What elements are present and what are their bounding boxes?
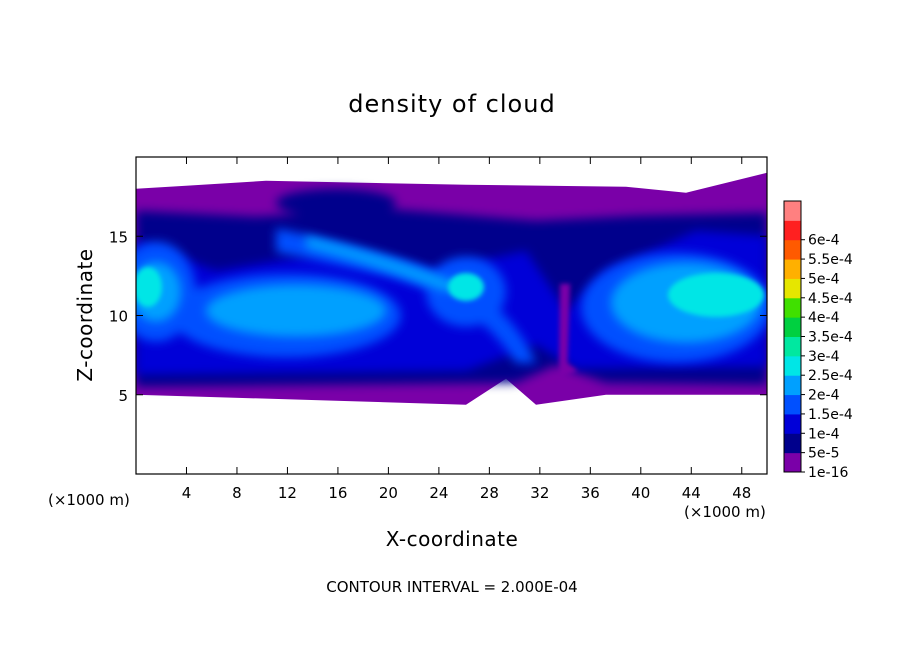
colorbar-swatch — [784, 278, 801, 299]
x-tick-label: 4 — [182, 484, 192, 502]
colorbar-label: 4.5e-4 — [808, 291, 853, 307]
x-tick-label: 32 — [530, 484, 549, 502]
right-core — [668, 272, 764, 317]
x-tick-label: 24 — [429, 484, 448, 502]
colorbar-label: 3.5e-4 — [808, 330, 853, 346]
density-field — [136, 172, 767, 405]
colorbar-label: 5e-4 — [808, 271, 840, 287]
colorbar-label: 2e-4 — [808, 388, 840, 404]
colorbar-swatch — [784, 413, 801, 434]
colorbar-swatch — [784, 220, 801, 241]
x-origin-unit-label: (×1000 m) — [48, 491, 130, 509]
streak-mid — [276, 228, 536, 364]
x-tick-label: 48 — [732, 484, 751, 502]
left-edge-core — [136, 266, 162, 307]
cyan-cores — [136, 266, 764, 317]
colorbar-swatch — [784, 375, 801, 396]
navy-top-blob — [276, 188, 396, 217]
colorbar-swatch — [784, 355, 801, 376]
x-tick-label: 16 — [328, 484, 347, 502]
x-axis-title: X-coordinate — [386, 527, 519, 551]
y-axis: 5 10 15 — [109, 228, 767, 405]
colorbar-label: 1e-16 — [808, 465, 848, 481]
x-tick-label: 12 — [278, 484, 297, 502]
colorbar-label: 2.5e-4 — [808, 368, 853, 384]
colorbar-label: 1e-4 — [808, 426, 840, 442]
colorbar-swatch — [784, 297, 801, 318]
colorbar-label: 5e-5 — [808, 446, 839, 462]
x-tick-label: 8 — [232, 484, 242, 502]
colorbar-swatch — [784, 259, 801, 279]
x-tick-label: 44 — [682, 484, 701, 502]
colorbar-swatch — [784, 336, 801, 357]
y-tick-label: 15 — [109, 228, 128, 246]
contour-interval-note: CONTOUR INTERVAL = 2.000E-04 — [326, 578, 577, 596]
colorbar-label: 6e-4 — [808, 233, 840, 249]
purple-wedge — [558, 283, 578, 379]
colorbar-swatch — [784, 394, 801, 415]
x-axis: 4 8 12 16 20 24 28 32 36 40 44 48 — [182, 157, 751, 502]
x-tick-label: 36 — [581, 484, 600, 502]
colorbar-label: 3e-4 — [808, 349, 840, 365]
x-tick-label: 20 — [379, 484, 398, 502]
colorbar-swatch — [784, 317, 801, 337]
colorbar-legend: 1e-16 5e-5 1e-4 1.5e-4 2e-4 2.5e-4 3e-4 3.5e-4 4… — [783, 200, 853, 481]
center-core — [448, 272, 484, 301]
x-tick-label: 28 — [480, 484, 499, 502]
purple-intrusion — [558, 283, 578, 379]
x-tick-label: 40 — [631, 484, 650, 502]
y-axis-title: Z-coordinate — [73, 248, 97, 381]
y-tick-label: 5 — [118, 387, 128, 405]
light-blue-layer — [136, 236, 761, 343]
streak-light — [306, 236, 466, 292]
x-axis-unit-label: (×1000 m) — [684, 503, 766, 521]
colorbar-swatch — [784, 433, 801, 454]
colorbar-swatch — [784, 452, 801, 473]
colorbar-label: 5.5e-4 — [808, 252, 853, 268]
colorbar-label: 4e-4 — [808, 310, 840, 326]
left-cell-light — [206, 284, 386, 337]
colorbar-label: 1.5e-4 — [808, 407, 853, 423]
y-tick-label: 10 — [109, 308, 128, 326]
colorbar-swatch — [784, 239, 801, 260]
colorbar-swatch — [784, 201, 801, 221]
chart-title: density of cloud — [348, 90, 555, 118]
